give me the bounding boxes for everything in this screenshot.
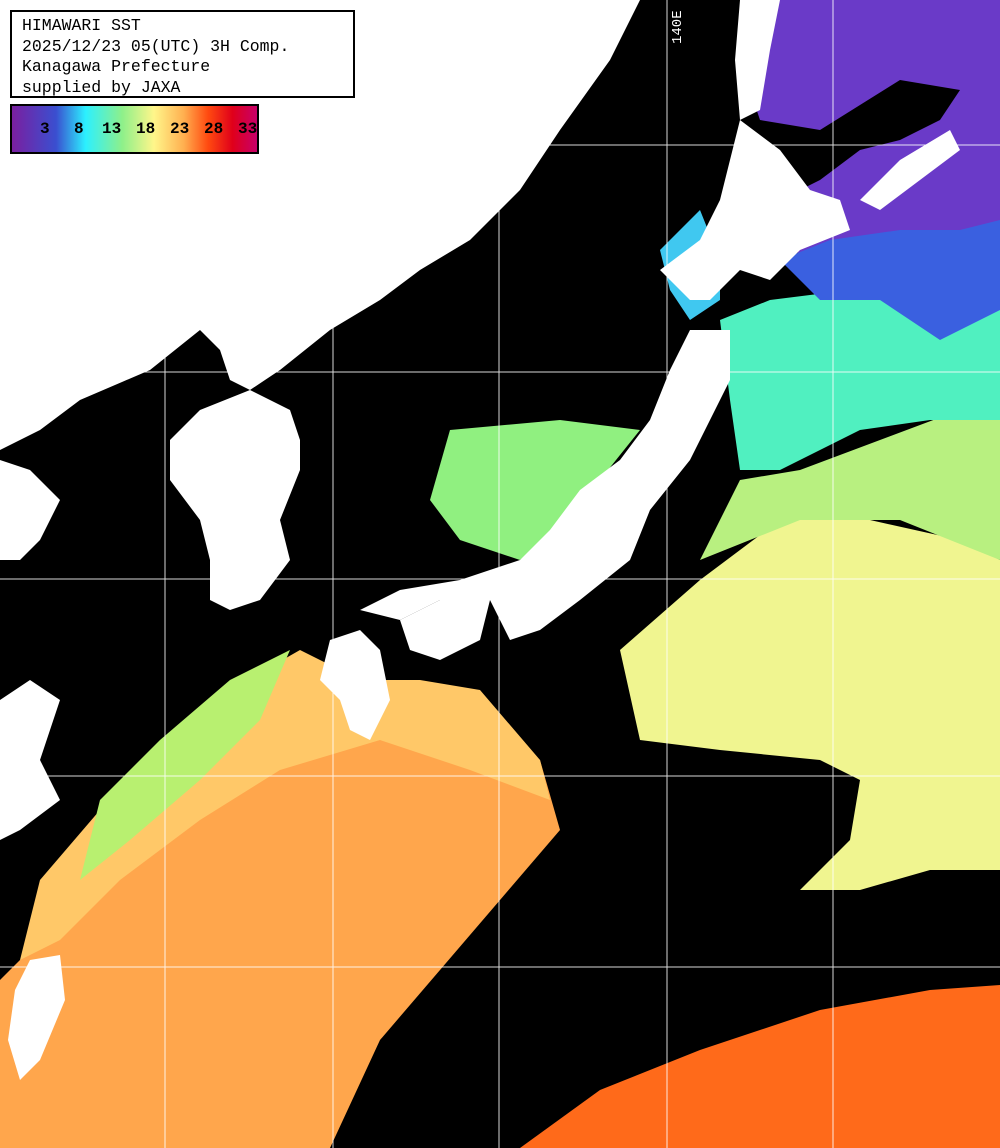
color-legend: 3 8 13 18 23 28 33 [10, 104, 259, 154]
legend-tick: 33 [238, 120, 258, 138]
label-140e: 140E [670, 10, 686, 44]
legend-tick: 8 [74, 120, 84, 138]
credit: supplied by JAXA [22, 77, 181, 97]
label-30n: 30N [16, 758, 42, 774]
sst-warm-south-west [0, 690, 560, 1148]
sst-hokkaido-east [780, 220, 1000, 340]
land-kuril [860, 130, 960, 210]
legend-tick: 18 [136, 120, 156, 138]
land-kyushu [320, 630, 390, 740]
land-sakhalin [735, 0, 780, 120]
sst-kuroshio [20, 650, 550, 960]
product-title: HIMAWARI SST [22, 16, 141, 35]
legend-tick: 13 [102, 120, 122, 138]
land-china-coast [0, 460, 60, 560]
info-box: HIMAWARI SST 2025/12/23 05(UTC) 3H Comp.… [10, 10, 355, 98]
land-korea [170, 390, 300, 610]
label-40n: 40N [10, 353, 36, 369]
sst-warm-south-east [520, 985, 1000, 1148]
region-name: Kanagawa Prefecture [22, 57, 211, 76]
land-honshu-west [360, 330, 730, 640]
legend-tick: 3 [40, 120, 50, 138]
legend-tick: 23 [170, 120, 190, 138]
sst-east-of-japan [700, 410, 1000, 560]
sst-sanriku [720, 290, 1000, 470]
land-taiwan [8, 955, 65, 1080]
land-china-south [0, 680, 60, 840]
sst-east-pacific-yellow [620, 520, 1000, 890]
land-hokkaido [660, 120, 850, 300]
sst-coast-east-china [80, 650, 290, 880]
legend-tick: 28 [204, 120, 224, 138]
sst-japan-sea [430, 420, 640, 560]
datetime: 2025/12/23 05(UTC) 3H Comp. [22, 36, 290, 56]
land-shikoku [400, 600, 490, 660]
